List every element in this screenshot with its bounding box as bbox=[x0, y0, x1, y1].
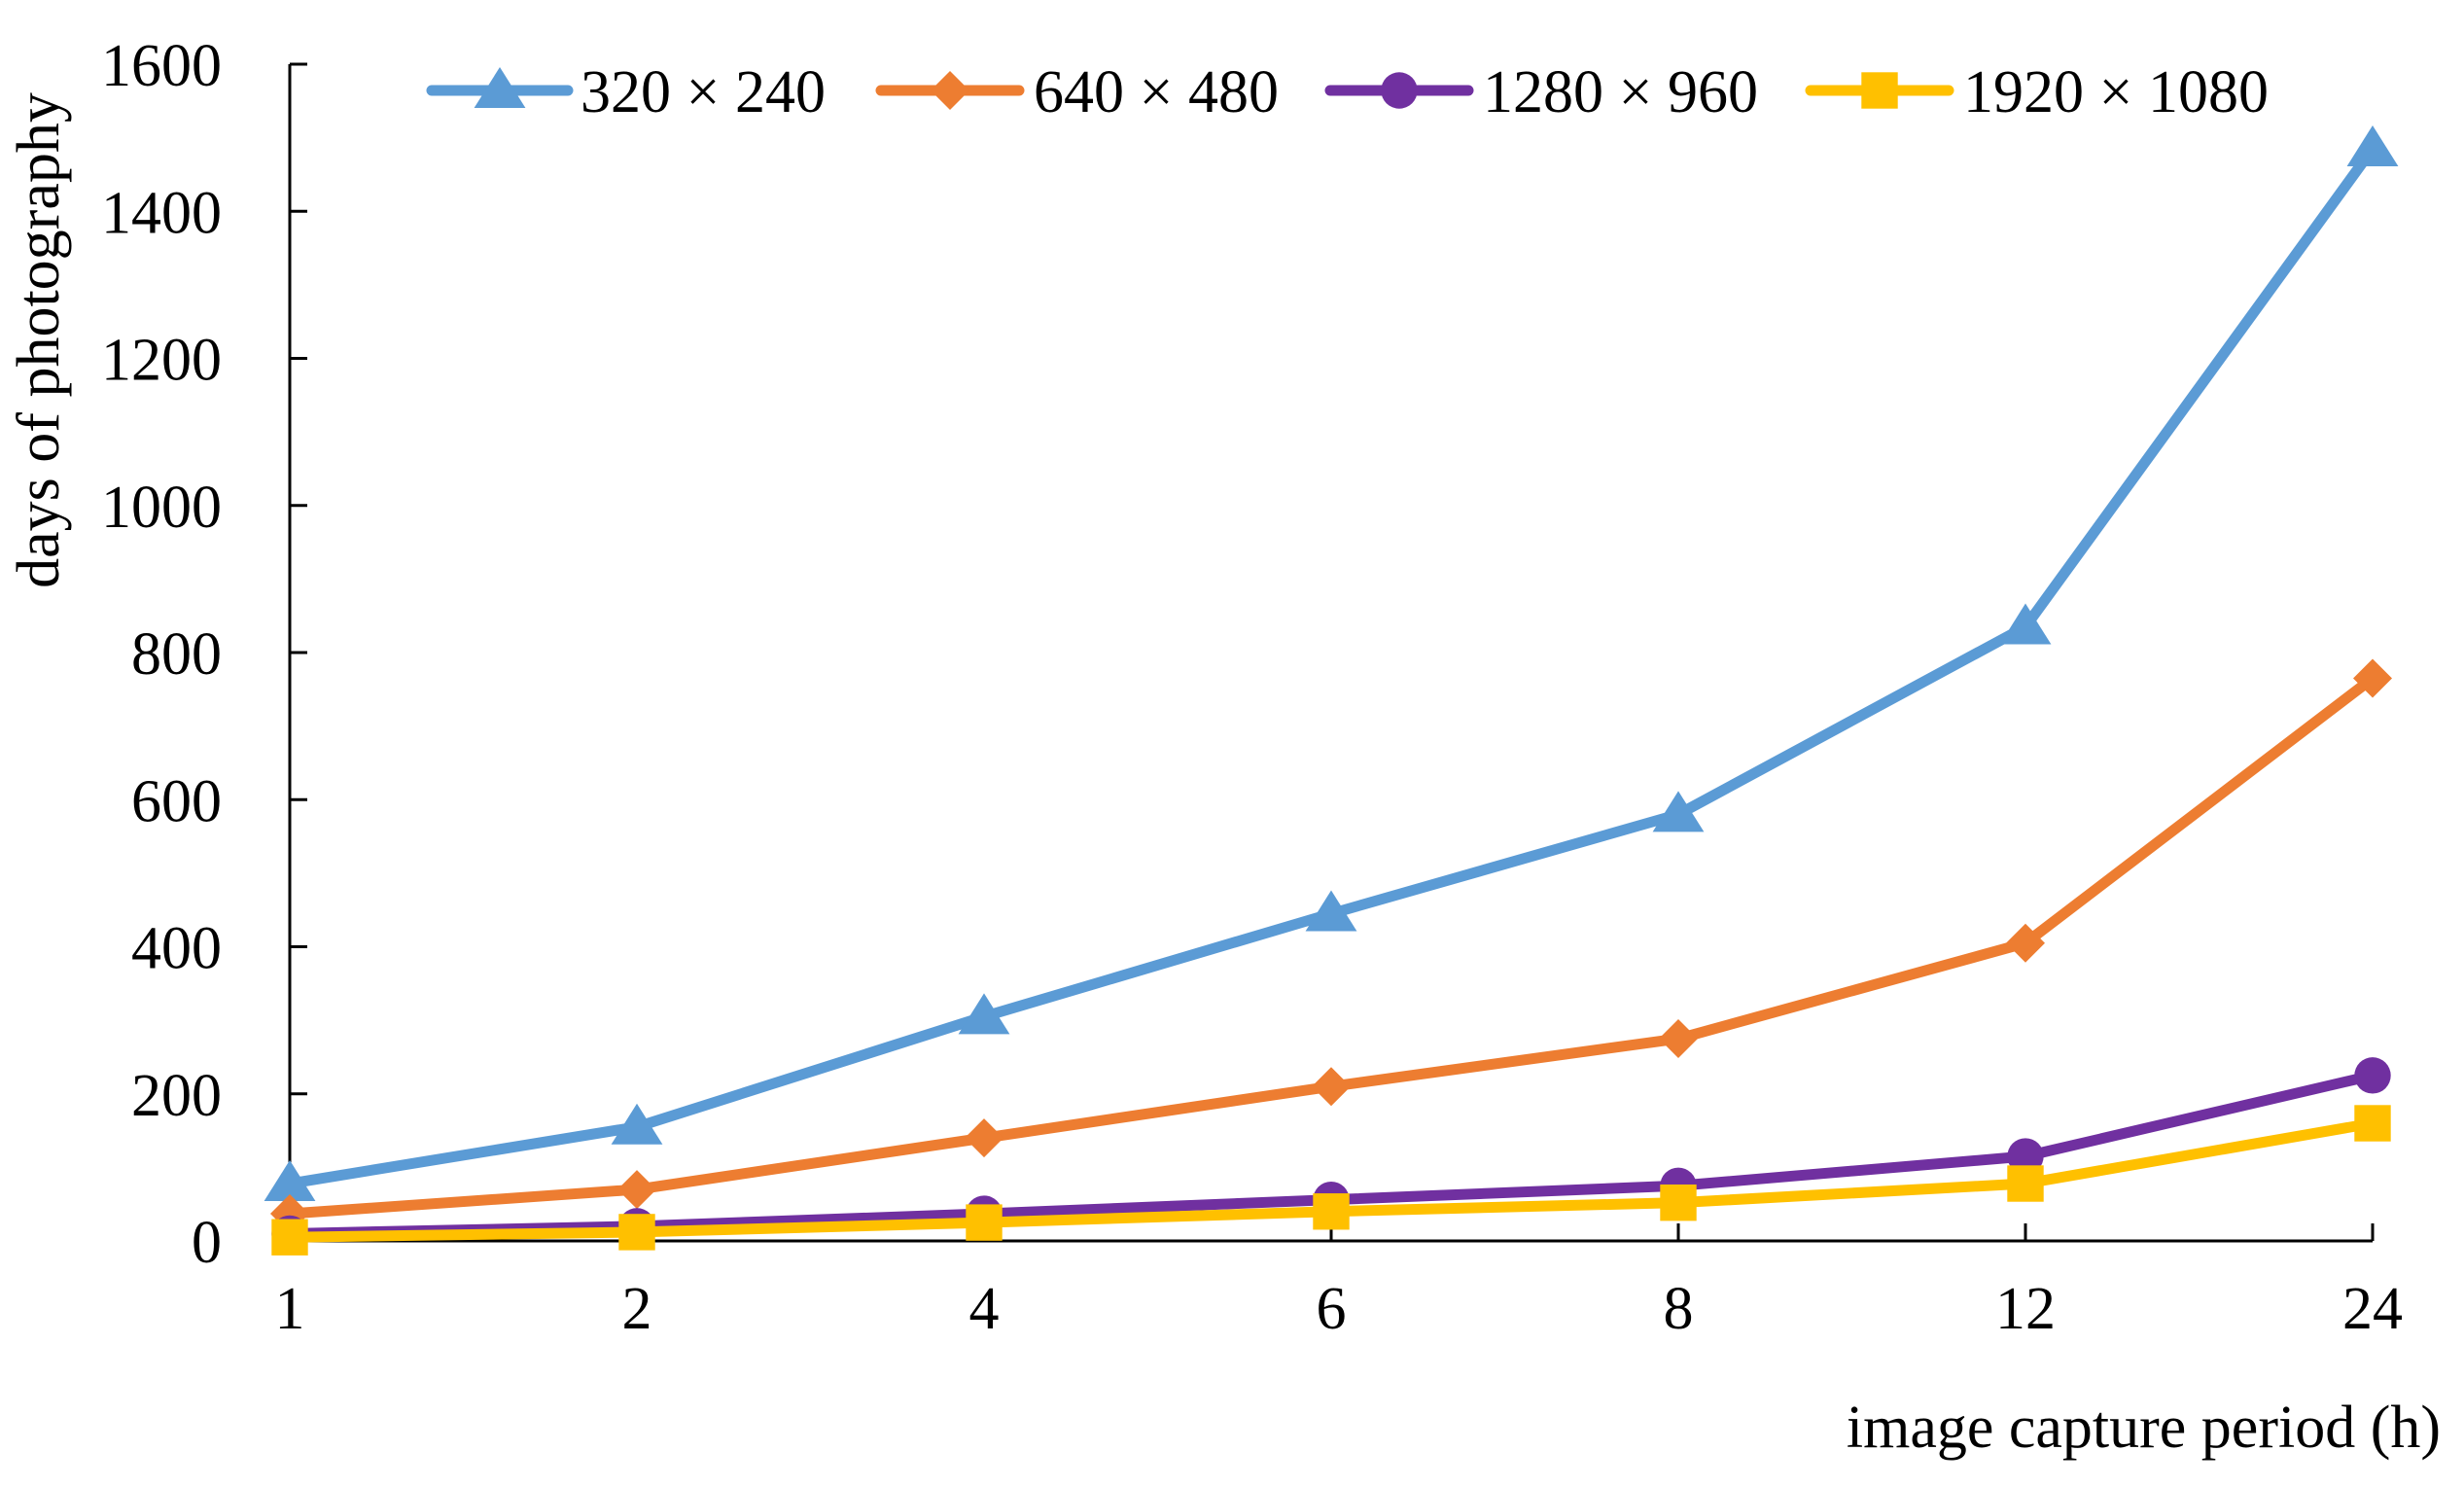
data-point bbox=[2006, 923, 2045, 963]
y-tick-label: 1200 bbox=[101, 328, 222, 394]
data-point bbox=[2354, 1057, 2391, 1094]
data-point bbox=[617, 1170, 656, 1210]
series-4 bbox=[271, 1105, 2391, 1256]
data-point bbox=[965, 1118, 1003, 1158]
legend-marker bbox=[931, 71, 969, 110]
legend-item: 1920 × 1080 bbox=[1805, 59, 2269, 125]
data-point bbox=[264, 1160, 316, 1202]
y-tick-label: 1000 bbox=[101, 475, 222, 541]
x-tick-label: 2 bbox=[622, 1276, 652, 1342]
y-axis-title: days of photography bbox=[6, 92, 72, 588]
x-tick-label: 8 bbox=[1664, 1276, 1694, 1342]
data-point bbox=[1313, 1193, 1350, 1230]
data-point bbox=[958, 993, 1010, 1035]
series-line bbox=[284, 143, 2378, 1189]
data-point bbox=[1652, 791, 1705, 832]
y-tick-label: 400 bbox=[131, 916, 222, 982]
legend-marker bbox=[474, 67, 526, 108]
series-1 bbox=[264, 124, 2399, 1202]
data-point bbox=[2346, 124, 2399, 166]
legend-label: 640 × 480 bbox=[1034, 59, 1279, 125]
legend-marker bbox=[1861, 72, 1898, 109]
x-tick-label: 4 bbox=[969, 1276, 1000, 1342]
data-point bbox=[271, 1219, 308, 1256]
data-point bbox=[1312, 1067, 1351, 1107]
data-point bbox=[1660, 1184, 1697, 1221]
data-point bbox=[966, 1204, 1003, 1241]
y-tick-label: 1400 bbox=[101, 180, 222, 246]
legend-label: 1280 × 960 bbox=[1483, 59, 1758, 125]
y-tick-label: 200 bbox=[131, 1063, 222, 1129]
data-point bbox=[618, 1214, 655, 1251]
legend-item: 640 × 480 bbox=[875, 59, 1279, 125]
legend-item: 1280 × 960 bbox=[1324, 59, 1758, 125]
legend-marker bbox=[1381, 72, 1418, 109]
legend-label: 1920 × 1080 bbox=[1963, 59, 2269, 125]
legend-item: 320 × 240 bbox=[426, 59, 826, 125]
data-point bbox=[1999, 603, 2052, 645]
series-2 bbox=[270, 658, 2392, 1234]
y-tick-label: 1600 bbox=[101, 33, 222, 99]
legend: 320 × 240 640 × 480 1280 × 960 1920 × 1080 bbox=[426, 59, 2269, 125]
x-tick-label: 12 bbox=[1995, 1276, 2056, 1342]
x-tick-label: 24 bbox=[2342, 1276, 2403, 1342]
data-point bbox=[2007, 1165, 2044, 1202]
x-tick-label: 1 bbox=[275, 1276, 305, 1342]
data-point bbox=[1659, 1019, 1698, 1059]
x-axis-title: image capture period (h) bbox=[1847, 1395, 2441, 1461]
x-tick-label: 6 bbox=[1317, 1276, 1347, 1342]
y-tick-label: 600 bbox=[131, 768, 222, 834]
data-point bbox=[611, 1103, 663, 1145]
data-point bbox=[1305, 890, 1357, 932]
y-tick-label: 800 bbox=[131, 621, 222, 688]
data-point bbox=[2354, 1105, 2391, 1142]
data-point bbox=[2353, 658, 2392, 698]
y-tick-label: 0 bbox=[192, 1210, 222, 1276]
series-layer bbox=[264, 124, 2399, 1256]
legend-label: 320 × 240 bbox=[581, 59, 826, 125]
